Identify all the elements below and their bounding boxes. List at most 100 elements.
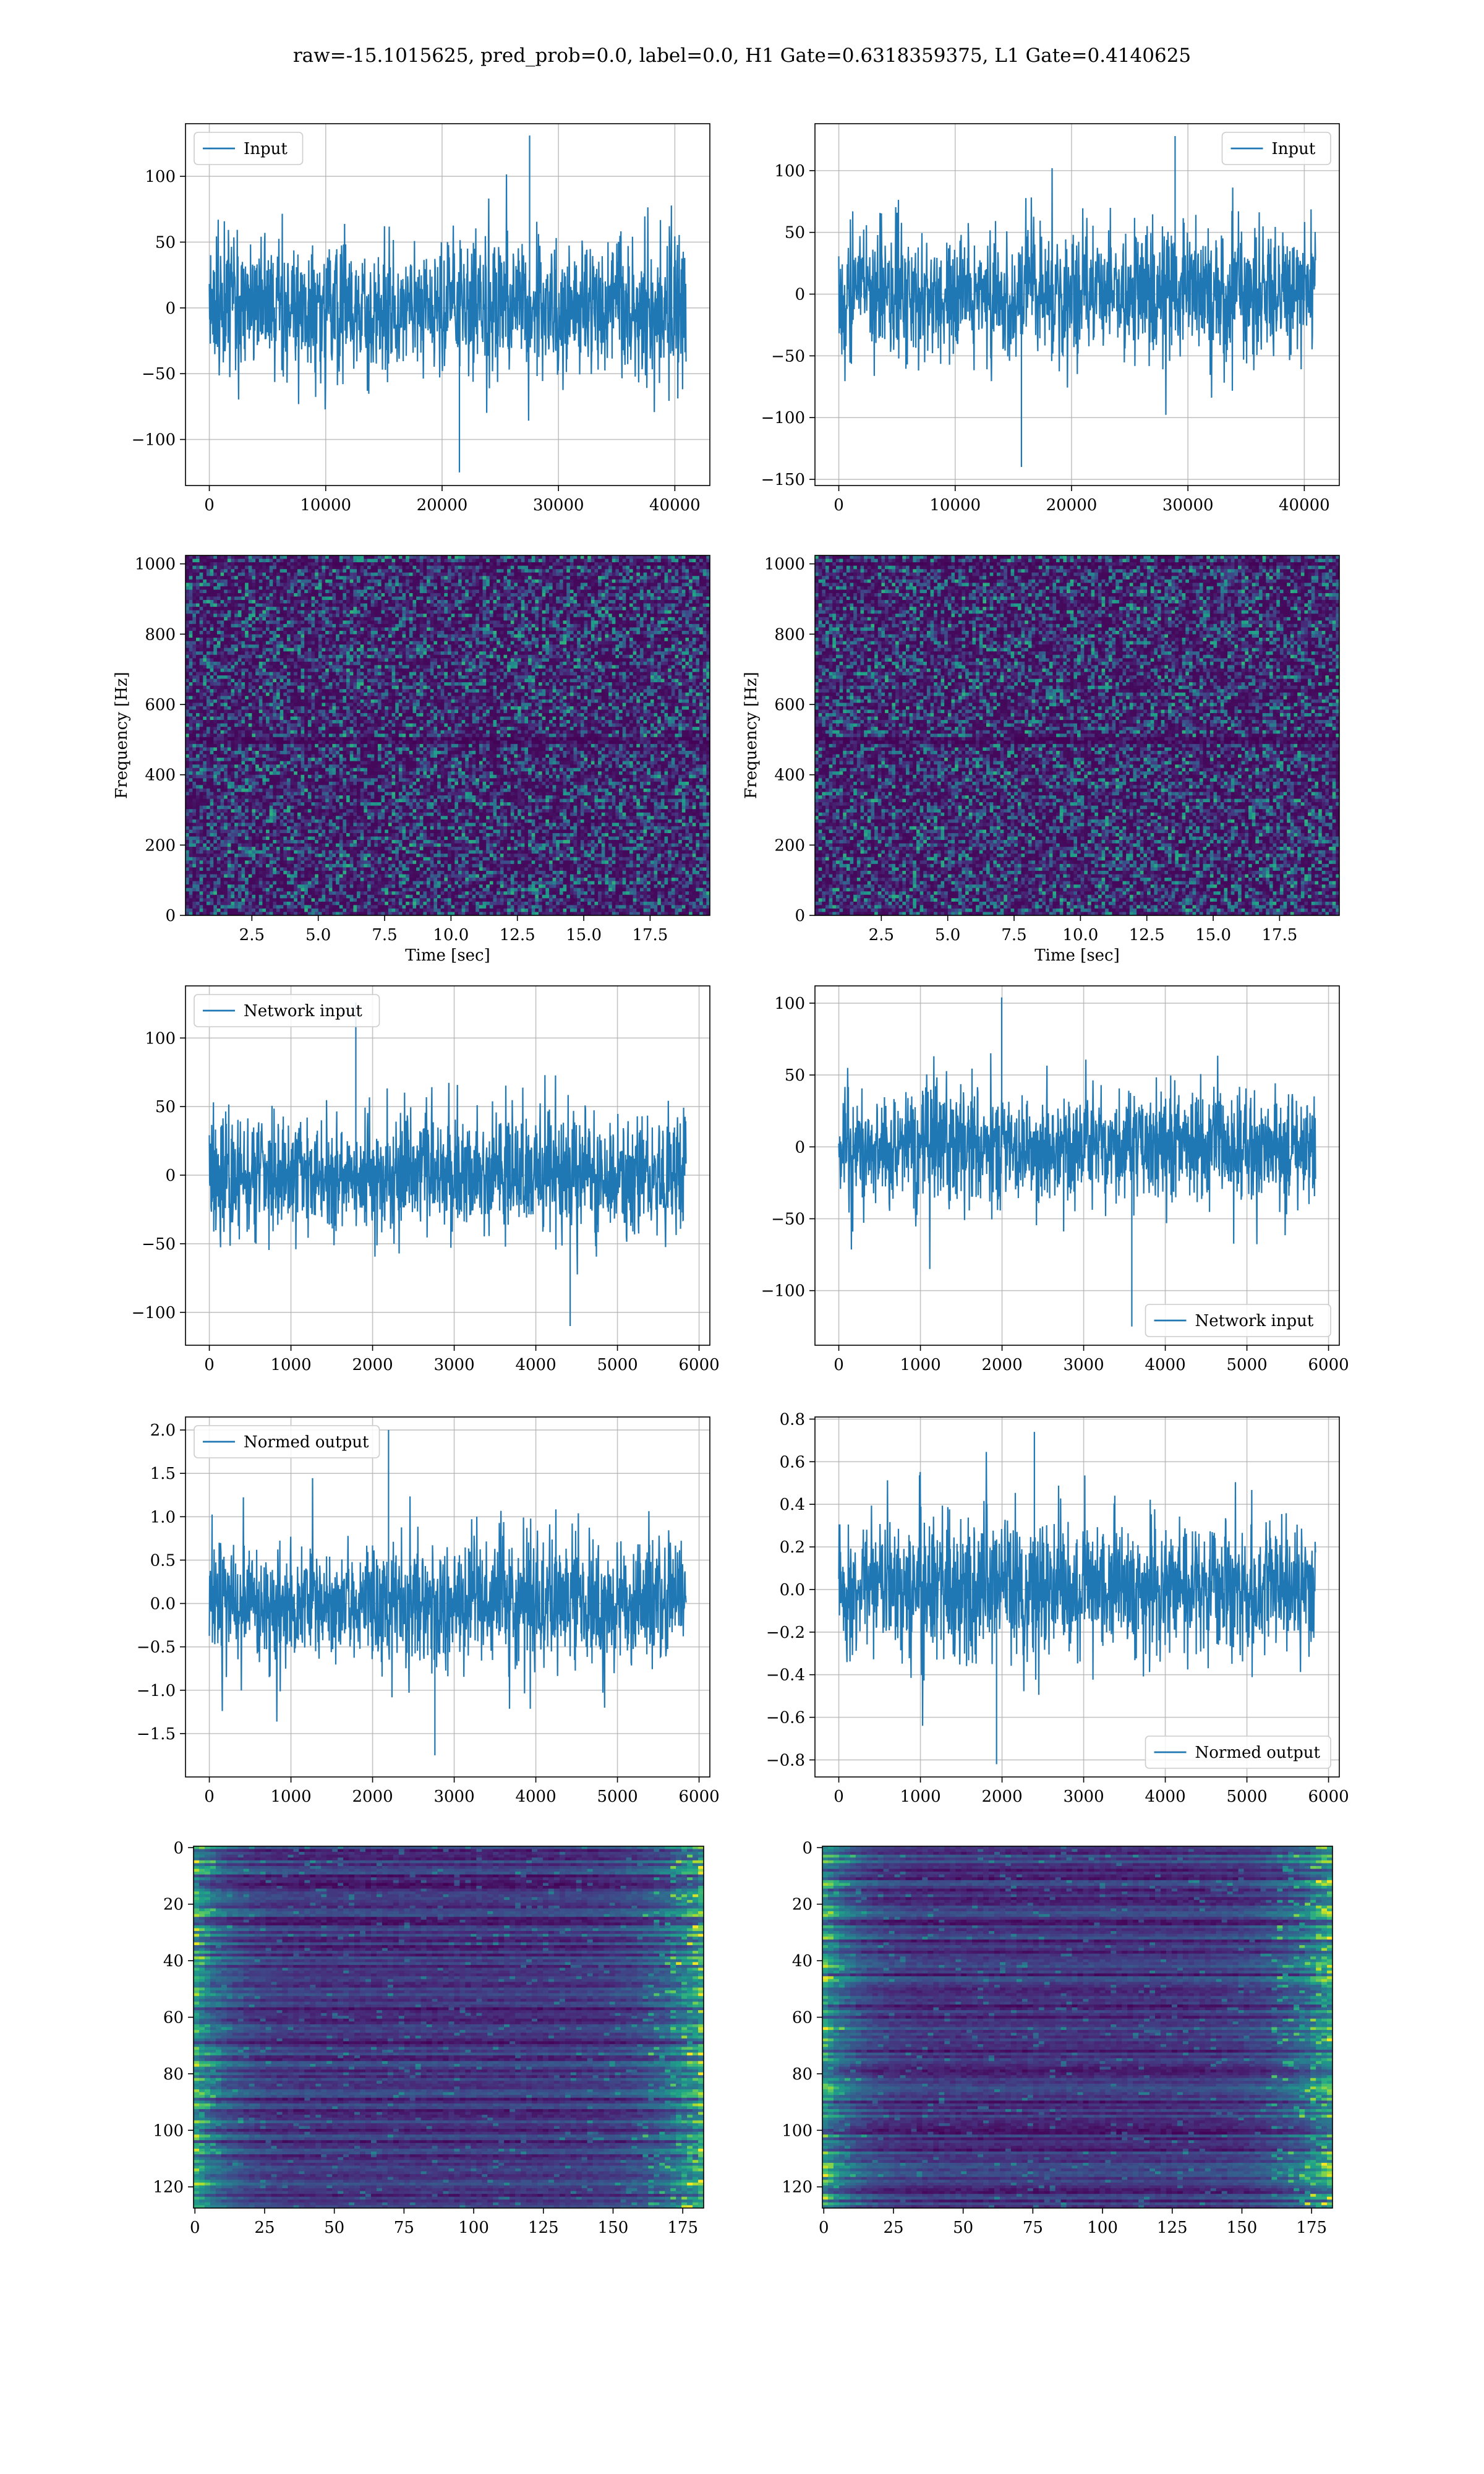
- heatmap-cell: [237, 644, 242, 649]
- heatmap-cell: [374, 593, 378, 597]
- heatmap-cell: [660, 559, 665, 563]
- heatmap-cell: [692, 658, 696, 662]
- heatmap-cell: [472, 596, 476, 601]
- heatmap-cell: [465, 648, 469, 652]
- heatmap-cell: [465, 627, 469, 631]
- heatmap-cell: [346, 641, 351, 645]
- heatmap-cell: [521, 610, 525, 614]
- heatmap-cell: [479, 634, 484, 638]
- heatmap-cell: [671, 610, 676, 614]
- heatmap-cell: [433, 596, 438, 601]
- heatmap-cell: [448, 610, 452, 614]
- heatmap-cell: [451, 569, 455, 573]
- heatmap-cell: [636, 610, 641, 614]
- heatmap-cell: [601, 614, 605, 618]
- heatmap-cell: [266, 572, 270, 576]
- heatmap-cell: [385, 593, 389, 597]
- heatmap-cell: [220, 576, 224, 580]
- heatmap-cell: [566, 654, 571, 659]
- heatmap-cell: [402, 589, 406, 594]
- heatmap-cell: [542, 559, 546, 563]
- heatmap-cell: [234, 623, 239, 628]
- heatmap-cell: [195, 648, 200, 652]
- heatmap-cell: [639, 617, 644, 621]
- heatmap-cell: [636, 572, 641, 576]
- heatmap-cell: [569, 569, 574, 573]
- heatmap-cell: [206, 658, 211, 662]
- heatmap-cell: [563, 617, 567, 621]
- heatmap-cell: [668, 589, 672, 594]
- heatmap-cell: [584, 569, 588, 573]
- heatmap-cell: [266, 569, 270, 573]
- heatmap-cell: [227, 623, 232, 628]
- heatmap-cell: [258, 654, 263, 659]
- heatmap-cell: [647, 620, 651, 625]
- heatmap-cell: [654, 576, 658, 580]
- heatmap-cell: [307, 586, 312, 591]
- heatmap-cell: [307, 654, 312, 659]
- heatmap-cell: [569, 593, 574, 597]
- heatmap-cell: [521, 661, 525, 666]
- heatmap-cell: [678, 579, 683, 583]
- heatmap-cell: [290, 644, 294, 649]
- heatmap-cell: [433, 589, 438, 594]
- heatmap-cell: [252, 555, 256, 560]
- heatmap-cell: [518, 661, 522, 666]
- heatmap-cell: [186, 600, 190, 604]
- heatmap-cell: [643, 634, 647, 638]
- heatmap-cell: [339, 648, 343, 652]
- heatmap-cell: [286, 562, 291, 567]
- heatmap-cell: [675, 596, 679, 601]
- heatmap-cell: [598, 634, 602, 638]
- heatmap-cell: [569, 654, 574, 659]
- heatmap-cell: [689, 572, 693, 576]
- heatmap-cell: [636, 614, 641, 618]
- heatmap-cell: [318, 600, 323, 604]
- heatmap-cell: [391, 596, 396, 601]
- heatmap-cell: [619, 579, 623, 583]
- heatmap-cell: [307, 593, 312, 597]
- heatmap-cell: [273, 644, 277, 649]
- heatmap-cell: [514, 565, 518, 570]
- heatmap-cell: [489, 589, 494, 594]
- heatmap-cell: [559, 603, 564, 607]
- heatmap-cell: [216, 555, 221, 560]
- heatmap-cell: [364, 600, 368, 604]
- heatmap-cell: [231, 562, 235, 567]
- heatmap-cell: [657, 576, 662, 580]
- heatmap-cell: [307, 665, 312, 669]
- heatmap-cell: [458, 627, 463, 631]
- heatmap-cell: [224, 576, 228, 580]
- heatmap-cell: [294, 565, 298, 570]
- heatmap-cell: [563, 638, 567, 642]
- heatmap-cell: [552, 583, 556, 587]
- heatmap-cell: [301, 586, 305, 591]
- heatmap-cell: [325, 648, 330, 652]
- heatmap-cell: [612, 610, 616, 614]
- heatmap-cell: [307, 638, 312, 642]
- legend-entry-label: Input: [244, 140, 288, 158]
- heatmap-cell: [538, 617, 543, 621]
- heatmap-cell: [552, 638, 556, 642]
- heatmap-cell: [619, 593, 623, 597]
- heatmap-cell: [461, 607, 466, 611]
- heatmap-cell: [587, 593, 592, 597]
- heatmap-cell: [594, 555, 599, 560]
- heatmap-cell: [199, 572, 203, 576]
- heatmap-cell: [685, 654, 689, 659]
- heatmap-cell: [224, 614, 228, 618]
- heatmap-cell: [633, 600, 637, 604]
- heatmap-cell: [192, 638, 197, 642]
- heatmap-cell: [269, 600, 273, 604]
- heatmap-cell: [702, 593, 707, 597]
- heatmap-cell: [528, 586, 532, 591]
- heatmap-cell: [528, 634, 532, 638]
- heatmap-cell: [577, 593, 581, 597]
- heatmap-cell: [601, 565, 605, 570]
- y-tick-label: −50: [771, 347, 805, 366]
- heatmap-cell: [573, 630, 578, 635]
- heatmap-cell: [216, 600, 221, 604]
- heatmap-cell: [521, 617, 525, 621]
- heatmap-cell: [521, 641, 525, 645]
- heatmap-cell: [702, 661, 707, 666]
